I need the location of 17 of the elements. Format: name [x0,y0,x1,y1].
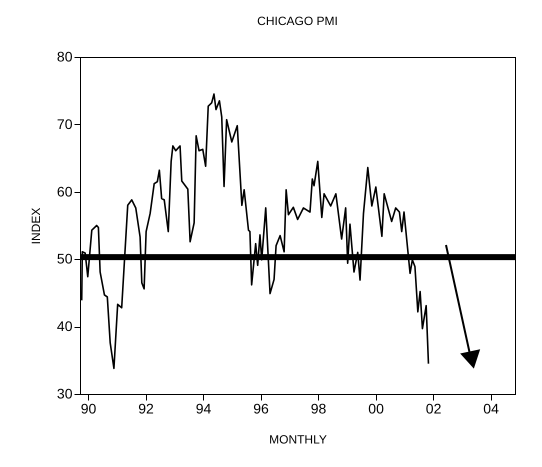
x-tick-label: 90 [80,400,97,416]
x-axis-title: MONTHLY [269,432,327,446]
y-tick-label: 70 [56,116,73,132]
x-tick-label: 04 [483,400,500,416]
y-tick-label: 50 [56,250,73,267]
y-axis-title: INDEX [28,208,43,244]
y-tick-label: 80 [56,48,73,64]
chart-title: CHICAGO PMI [257,14,338,28]
x-tick-label: 96 [253,400,270,416]
y-tick-label: 40 [56,318,73,334]
x-tick-label: 94 [196,400,212,416]
x-tick-label: 00 [368,400,384,416]
x-tick-label: 92 [138,400,154,416]
y-tick-label: 60 [56,183,73,200]
x-tick-label: 98 [310,400,327,416]
y-tick-label: 30 [56,386,73,402]
x-tick-label: 02 [426,400,442,416]
